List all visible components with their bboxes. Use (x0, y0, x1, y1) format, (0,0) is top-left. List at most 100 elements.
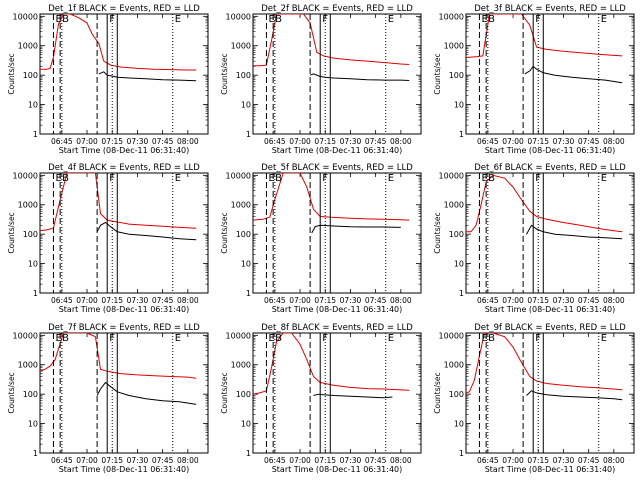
x-tick-label: 08:00 (177, 296, 199, 305)
y-tick-label: 1 (459, 130, 464, 139)
y-tick-label: 100 (23, 71, 38, 80)
series-line-events (526, 390, 623, 401)
chart-panel-8: Det_8f BLACK = Events, RED = LLD 1 10 100 10… (220, 323, 422, 474)
x-tick-label: 07:00 (502, 137, 524, 146)
series-group (253, 14, 410, 81)
time-marker-label: E (601, 333, 607, 344)
x-tick-label: 07:15 (101, 456, 123, 465)
x-tick-label: 07:30 (553, 456, 575, 465)
y-tick-label: 100 (236, 390, 251, 399)
chart-title: Det_2f BLACK = Events, RED = LLD (261, 4, 413, 14)
x-tick-label: 07:00 (502, 456, 524, 465)
x-tick-label: 08:00 (390, 456, 412, 465)
time-marker-label: F (535, 14, 541, 25)
x-tick-label: 08:00 (177, 456, 199, 465)
x-tick-label: 07:30 (340, 137, 362, 146)
series-line-events (524, 65, 623, 84)
chart-panel-2: Det_2f BLACK = Events, RED = LLD 1 10 100 10… (220, 4, 422, 155)
x-tick-label: 06:45 (264, 456, 286, 465)
time-marker-label: E (175, 173, 181, 184)
x-tick-label: 08:00 (603, 137, 625, 146)
x-axis-label: Start Time (08-Dec-11 06:31:40) (485, 465, 616, 474)
time-marker-label: B (488, 173, 495, 184)
y-tick-label: 100 (449, 390, 464, 399)
x-axis-label: Start Time (08-Dec-11 06:31:40) (485, 146, 616, 155)
time-marker-label: E (55, 14, 61, 25)
time-marker-label: F (322, 173, 328, 184)
plot-frame (465, 332, 635, 454)
y-tick-label: 1 (33, 289, 38, 298)
time-marker-label: E (55, 333, 61, 344)
time-marker-label: E (601, 173, 607, 184)
y-tick-label: 100 (449, 230, 464, 239)
x-tick-label: 07:45 (365, 456, 387, 465)
time-marker-label: E (388, 173, 394, 184)
y-tick-label: 10000 (439, 331, 464, 340)
time-marker-label: E (481, 173, 487, 184)
y-tick-label: 1 (459, 289, 464, 298)
y-tick-label: 1000 (231, 42, 251, 51)
y-tick-label: 10 (241, 101, 251, 110)
x-tick-label: 07:00 (289, 456, 311, 465)
x-tick-label: 07:00 (76, 456, 98, 465)
x-tick-label: 07:45 (152, 137, 174, 146)
x-tick-label: 07:45 (365, 296, 387, 305)
y-tick-label: 1000 (231, 361, 251, 370)
y-axis-label: Counts/sec (433, 372, 442, 413)
x-tick-label: 06:45 (264, 296, 286, 305)
time-marker-label: F (109, 14, 115, 25)
x-tick-label: 07:45 (578, 296, 600, 305)
x-tick-label: 06:45 (51, 456, 73, 465)
y-tick-label: 100 (23, 390, 38, 399)
chart-title: Det_8f BLACK = Events, RED = LLD (261, 323, 413, 333)
x-tick-label: 07:30 (127, 456, 149, 465)
x-tick-label: 06:45 (477, 456, 499, 465)
chart-title: Det_6f BLACK = Events, RED = LLD (474, 163, 626, 173)
series-group (40, 333, 197, 405)
y-axis-label: Counts/sec (7, 372, 16, 413)
chart-title: Det_3f BLACK = Events, RED = LLD (474, 4, 626, 14)
y-tick-label: 10 (28, 420, 38, 429)
time-marker-label: E (55, 173, 61, 184)
x-axis-label: Start Time (08-Dec-11 06:31:40) (59, 305, 190, 314)
x-tick-label: 07:30 (340, 456, 362, 465)
series-group (40, 14, 197, 82)
time-marker-label: F (109, 333, 115, 344)
series-line-events (313, 393, 393, 399)
series-line-events (96, 381, 197, 405)
time-marker-label: E (268, 173, 274, 184)
time-marker-label: E (175, 14, 181, 25)
x-axis-label: Start Time (08-Dec-11 06:31:40) (272, 146, 403, 155)
x-tick-label: 07:30 (553, 137, 575, 146)
x-tick-label: 07:00 (76, 137, 98, 146)
plot-frame (465, 172, 635, 294)
plot-frame (39, 332, 209, 454)
x-tick-label: 07:00 (289, 137, 311, 146)
time-marker-label: B (275, 333, 282, 344)
time-marker-label: E (268, 14, 274, 25)
series-line-lld (253, 173, 410, 221)
time-marker-label: E (268, 333, 274, 344)
time-marker-label: B (62, 333, 69, 344)
y-tick-label: 10 (28, 101, 38, 110)
x-tick-label: 07:15 (314, 456, 336, 465)
x-tick-label: 08:00 (603, 296, 625, 305)
time-marker-label: B (275, 14, 282, 25)
y-tick-label: 10 (241, 260, 251, 269)
plot-frame (252, 13, 422, 135)
plot-frame (39, 172, 209, 294)
plot-frame (252, 332, 422, 454)
x-tick-label: 08:00 (603, 456, 625, 465)
x-tick-label: 07:30 (553, 296, 575, 305)
x-axis-label: Start Time (08-Dec-11 06:31:40) (59, 146, 190, 155)
y-tick-label: 10 (241, 420, 251, 429)
x-tick-label: 07:30 (127, 296, 149, 305)
y-axis-label: Counts/sec (7, 53, 16, 94)
y-tick-label: 1000 (18, 42, 38, 51)
x-tick-label: 07:45 (578, 456, 600, 465)
x-tick-label: 07:45 (152, 456, 174, 465)
y-axis-label: Counts/sec (433, 53, 442, 94)
x-tick-label: 07:15 (101, 296, 123, 305)
y-tick-label: 1000 (231, 201, 251, 210)
